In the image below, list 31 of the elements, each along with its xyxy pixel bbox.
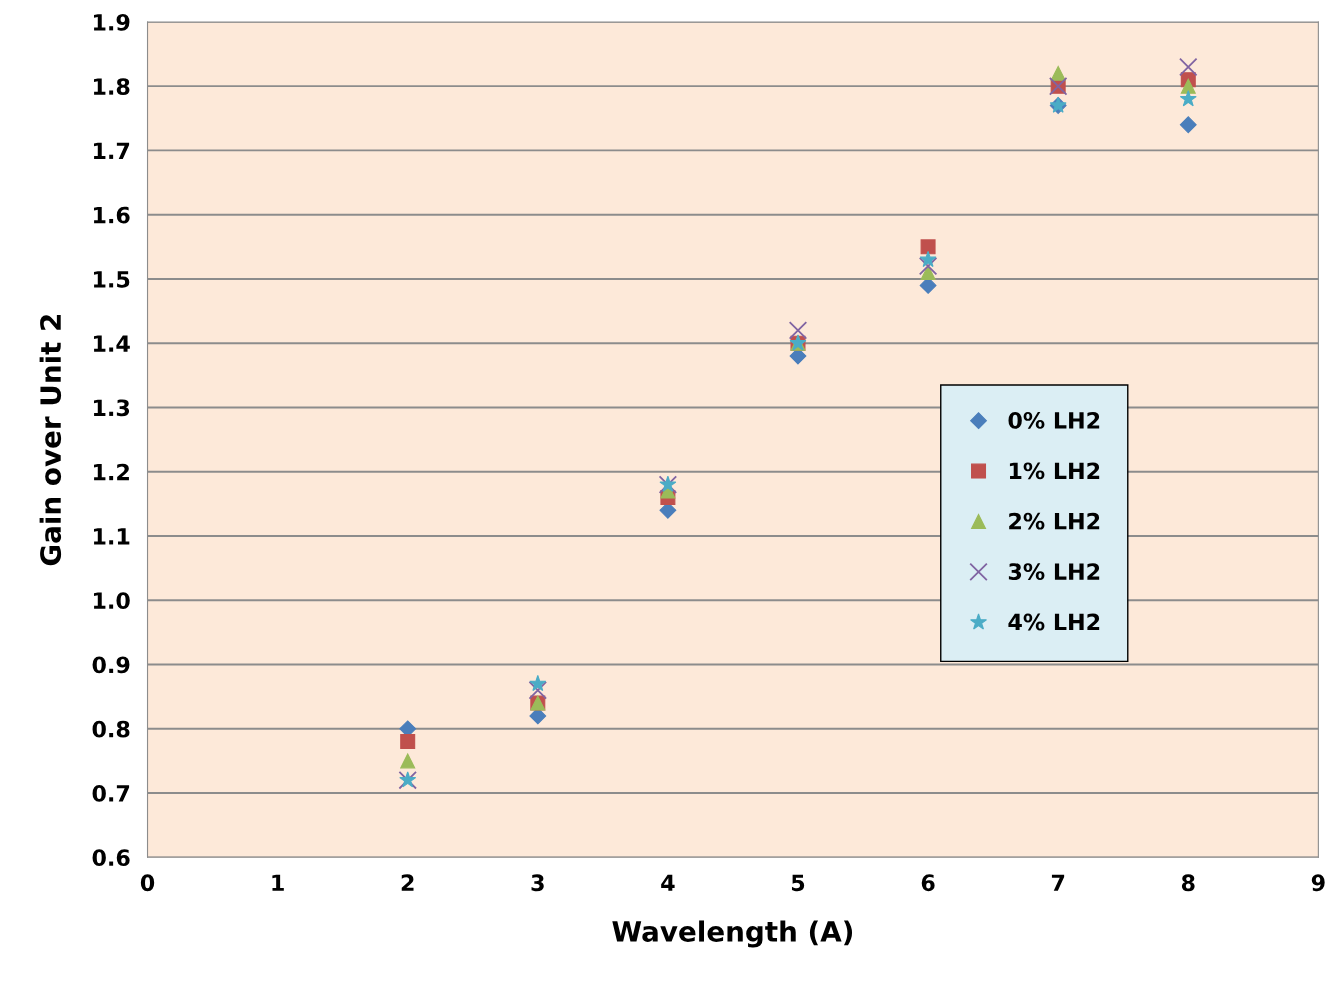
legend-label: 0% LH2 (1008, 412, 1100, 429)
legend-label: 2% LH2 (1009, 512, 1100, 530)
y-tick-label: 0.8 (92, 720, 130, 738)
y-tick-label: 1.7 (93, 142, 130, 159)
y-tick-label: 1.4 (93, 335, 130, 352)
y-tick-label: 1.6 (93, 206, 130, 224)
y-tick-label: 1.8 (93, 78, 130, 95)
x-tick-label: 8 (1181, 874, 1195, 892)
legend-label: 3% LH2 (1008, 563, 1100, 580)
y-tick-label: 1.1 (93, 528, 130, 545)
y-tick-label: 1.0 (93, 592, 130, 610)
y-tick-label: 0.6 (92, 849, 130, 867)
x-tick-label: 4 (661, 874, 675, 891)
x-tick-label: 7 (1051, 874, 1065, 891)
y-tick-label: 1.9 (93, 13, 130, 31)
x-tick-label: 6 (921, 874, 935, 892)
x-tick-label: 2 (401, 874, 414, 891)
y-axis-title: Gain over Unit 2 (39, 315, 62, 566)
x-tick-label: 9 (1311, 874, 1325, 892)
y-tick-label: 1.3 (93, 399, 130, 417)
y-tick-label: 0.7 (92, 784, 130, 802)
x-tick-label: 5 (791, 874, 805, 892)
x-tick-label: 1 (272, 874, 284, 891)
y-tick-label: 0.9 (92, 656, 130, 674)
legend-label: 1% LH2 (1009, 462, 1100, 480)
x-axis-title: Wavelength (A) (612, 920, 853, 948)
legend-label: 4% LH2 (1008, 613, 1100, 631)
x-tick-label: 0 (140, 874, 155, 892)
y-tick-label: 1.5 (93, 271, 130, 288)
x-tick-label: 3 (531, 874, 544, 892)
y-tick-label: 1.2 (93, 463, 129, 481)
